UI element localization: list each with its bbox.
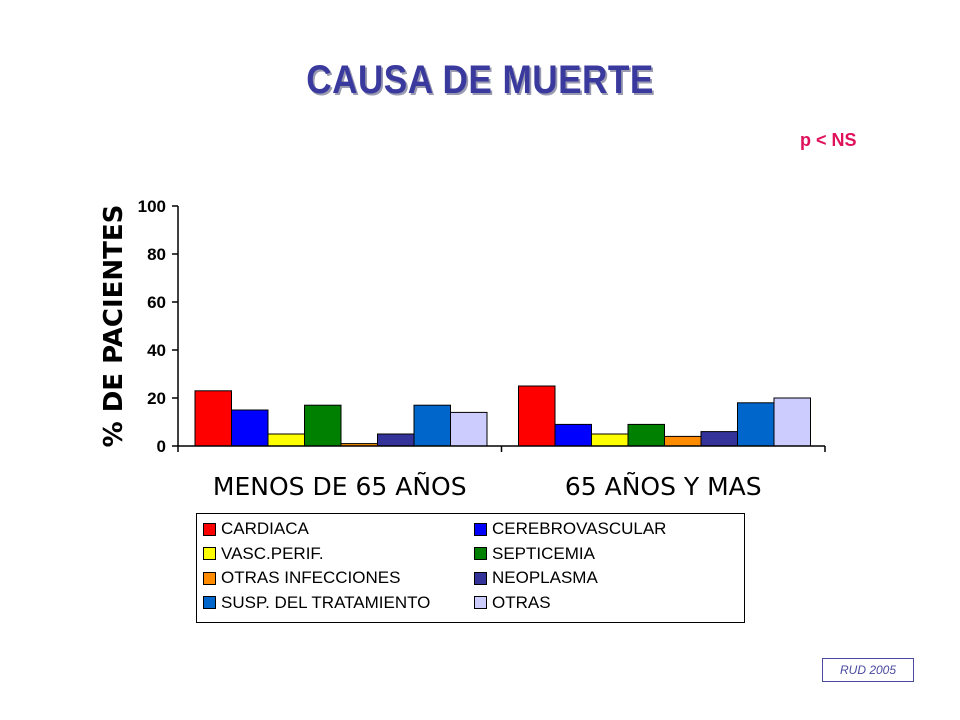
legend-label: OTRAS xyxy=(492,592,551,612)
bar xyxy=(304,404,342,447)
page-title: CAUSA DE MUERTE xyxy=(306,58,654,102)
y-tick-label: 0 xyxy=(157,437,166,456)
bar xyxy=(450,411,488,447)
legend-swatch xyxy=(474,571,487,585)
legend-item: SUSP. DEL TRATAMIENTO xyxy=(203,593,430,613)
credit-label: RUD 2005 xyxy=(822,658,914,682)
bar xyxy=(377,433,415,447)
y-tick-label: 100 xyxy=(138,197,166,216)
y-tick-label: 80 xyxy=(147,245,166,264)
legend-item: CEREBROVASCULAR xyxy=(474,519,666,539)
bar xyxy=(231,409,269,447)
bar xyxy=(413,404,451,447)
legend-label: OTRAS INFECCIONES xyxy=(221,568,401,587)
y-axis-label: % DE PACIENTES xyxy=(99,205,129,448)
legend-swatch xyxy=(474,522,487,536)
y-tick-label: 40 xyxy=(147,341,166,360)
legend-swatch xyxy=(203,571,216,585)
legend-label: NEOPLASMA xyxy=(492,568,598,587)
x-category-label: 65 AÑOS Y MAS xyxy=(565,471,762,501)
y-tick-label: 60 xyxy=(147,293,166,312)
x-category-label: MENOS DE 65 AÑOS xyxy=(213,471,467,501)
chart-legend: CARDIACA CEREBROVASCULAR VASC.PERIF. SEPTIC… xyxy=(196,513,745,623)
legend-item: CARDIACA xyxy=(203,519,309,539)
legend-swatch xyxy=(203,547,216,560)
bar xyxy=(554,423,592,447)
legend-item: SEPTICEMIA xyxy=(474,544,595,564)
bar xyxy=(664,435,702,447)
bar xyxy=(194,390,232,447)
bar xyxy=(737,402,775,447)
legend-label: CARDIACA xyxy=(221,519,309,538)
legend-swatch xyxy=(474,596,487,609)
legend-label: SUSP. DEL TRATAMIENTO xyxy=(221,592,431,612)
legend-label: CEREBROVASCULAR xyxy=(492,519,667,538)
legend-swatch xyxy=(203,596,216,609)
legend-label: VASC.PERIF. xyxy=(221,543,324,563)
legend-swatch xyxy=(203,522,216,536)
y-tick-label: 20 xyxy=(147,389,166,408)
legend-item: OTRAS xyxy=(474,593,551,613)
bar xyxy=(773,397,811,447)
legend-item: NEOPLASMA xyxy=(474,568,598,588)
legend-swatch xyxy=(474,547,487,560)
bar xyxy=(700,431,738,447)
bar xyxy=(591,433,629,447)
p-value-label: p < NS xyxy=(800,130,857,150)
bar xyxy=(518,385,556,447)
legend-label: SEPTICEMIA xyxy=(492,543,595,563)
bar xyxy=(267,433,305,447)
legend-item: OTRAS INFECCIONES xyxy=(203,568,400,588)
bar xyxy=(627,423,665,447)
legend-item: VASC.PERIF. xyxy=(203,544,324,564)
